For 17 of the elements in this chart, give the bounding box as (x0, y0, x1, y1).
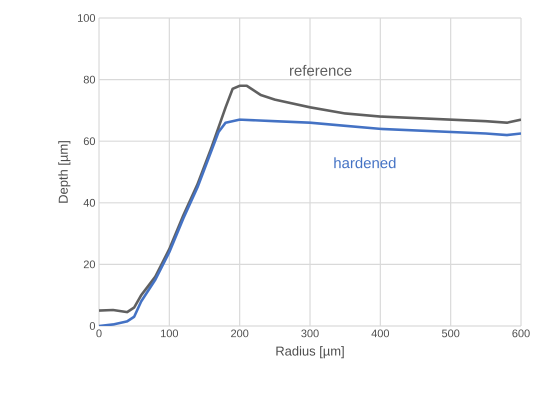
y-tick-label: 20 (84, 260, 96, 268)
series-label: hardened (334, 157, 396, 168)
x-tick-label: 200 (231, 330, 248, 338)
x-tick-label: 300 (301, 330, 319, 338)
y-tick-label: 40 (84, 198, 96, 207)
y-tick-label: 80 (84, 76, 96, 84)
y-tick-label: 100 (78, 14, 96, 22)
x-tick-label: 400 (371, 330, 390, 338)
y-tick-label: 0 (90, 322, 96, 330)
series-label: reference (290, 64, 352, 76)
x-tick-label: 600 (512, 330, 530, 338)
x-tick-label: 500 (442, 330, 460, 338)
y-tick-label: 60 (84, 137, 96, 146)
x-tick-label: 0 (96, 330, 102, 338)
y-axis-title: Depth [µm] (58, 141, 70, 203)
x-axis-title: Radius [µm] (276, 346, 344, 358)
x-tick-label: 100 (161, 330, 178, 338)
